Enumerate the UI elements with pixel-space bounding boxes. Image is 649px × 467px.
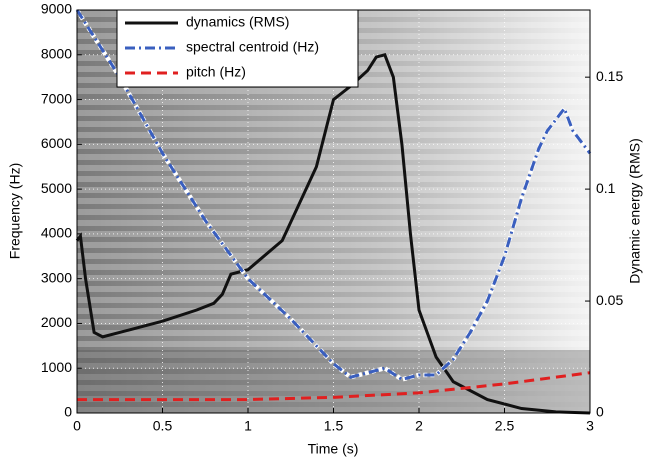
y-tick-label: 2000 (41, 314, 72, 330)
x-tick-label: 2.5 (495, 418, 515, 434)
y-tick-label: 9000 (41, 1, 72, 17)
y-tick-label: 4000 (41, 225, 72, 241)
x-tick-label: 0.5 (153, 418, 173, 434)
x-tick-label: 1 (244, 418, 252, 434)
legend-label: spectral centroid (Hz) (186, 39, 319, 55)
y-tick-label: 1000 (41, 359, 72, 375)
legend: dynamics (RMS) spectral centroid (Hz) pitc… (116, 9, 359, 88)
y2-tick-label: 0.1 (596, 180, 616, 196)
x-axis-label: Time (s) (308, 441, 359, 457)
y-tick-label: 7000 (41, 90, 72, 106)
y-tick-label: 5000 (41, 180, 72, 196)
y-tick-label: 6000 (41, 135, 72, 151)
legend-label: pitch (Hz) (186, 64, 246, 80)
y2-tick-label: 0.15 (596, 68, 623, 84)
x-tick-label: 3 (586, 418, 594, 434)
y-tick-label: 8000 (41, 45, 72, 61)
line (75, 9, 592, 382)
line (75, 52, 591, 415)
y-axis-label: Frequency (Hz) (7, 163, 23, 259)
x-tick-label: 0 (73, 418, 81, 434)
y2-axis-label: Dynamic energy (RMS) (627, 138, 643, 283)
legend-label: dynamics (RMS) (186, 14, 289, 30)
x-tick-label: 2 (415, 418, 423, 434)
y2-tick-label: 0 (596, 404, 604, 420)
y2-tick-label: 0.05 (596, 292, 623, 308)
y-tick-label: 3000 (41, 269, 72, 285)
y-tick-label: 0 (64, 404, 72, 420)
x-tick-label: 1.5 (324, 418, 344, 434)
